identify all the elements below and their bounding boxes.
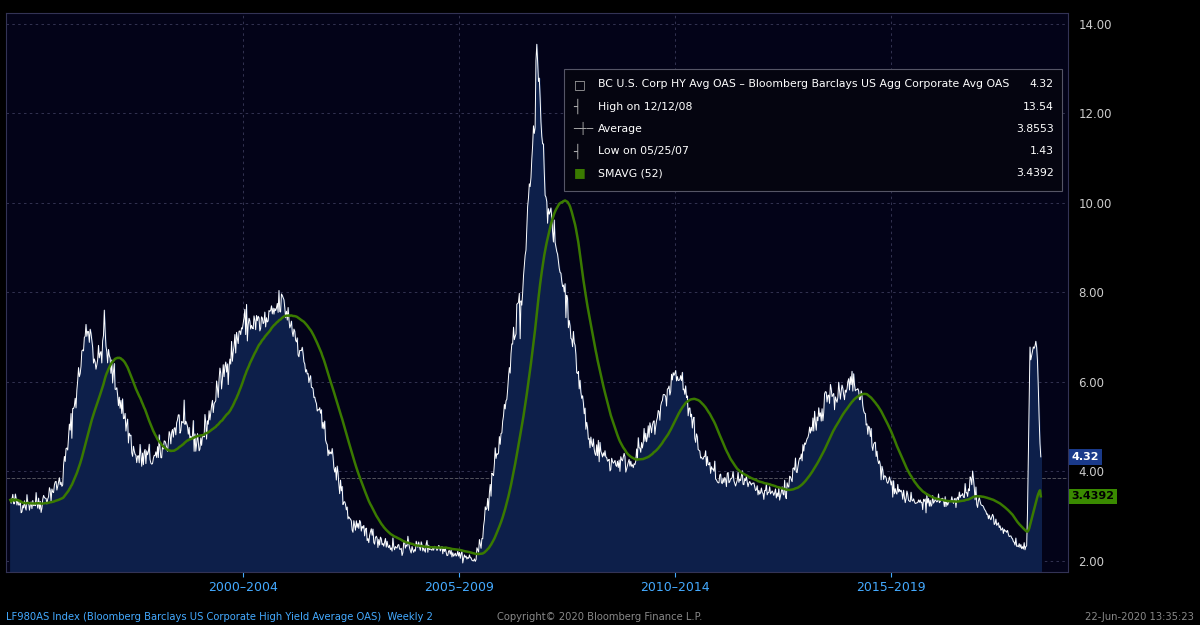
Text: 3.4392: 3.4392 — [1016, 168, 1054, 178]
Text: 3.8553: 3.8553 — [1016, 124, 1054, 134]
Text: ┤: ┤ — [574, 99, 581, 114]
Text: 13.54: 13.54 — [1022, 101, 1054, 111]
Text: ┤: ┤ — [574, 143, 581, 159]
Text: ■: ■ — [574, 166, 586, 179]
Text: 4.32: 4.32 — [1030, 79, 1054, 89]
Text: 22-Jun-2020 13:35:23: 22-Jun-2020 13:35:23 — [1085, 612, 1194, 622]
Text: Low on 05/25/07: Low on 05/25/07 — [598, 146, 689, 156]
Text: 4.32: 4.32 — [1072, 452, 1099, 462]
Text: SMAVG (52): SMAVG (52) — [598, 168, 662, 178]
Text: □: □ — [574, 78, 586, 91]
Text: 1.43: 1.43 — [1030, 146, 1054, 156]
Text: LF980AS Index (Bloomberg Barclays US Corporate High Yield Average OAS)  Weekly 2: LF980AS Index (Bloomberg Barclays US Cor… — [6, 612, 433, 622]
Text: Average: Average — [598, 124, 642, 134]
Text: BC U.S. Corp HY Avg OAS – Bloomberg Barclays US Agg Corporate Avg OAS: BC U.S. Corp HY Avg OAS – Bloomberg Barc… — [598, 79, 1009, 89]
Text: 3.4392: 3.4392 — [1072, 491, 1115, 501]
Text: High on 12/12/08: High on 12/12/08 — [598, 101, 692, 111]
Text: ─┼─: ─┼─ — [574, 122, 594, 135]
Text: Copyright© 2020 Bloomberg Finance L.P.: Copyright© 2020 Bloomberg Finance L.P. — [497, 612, 703, 622]
